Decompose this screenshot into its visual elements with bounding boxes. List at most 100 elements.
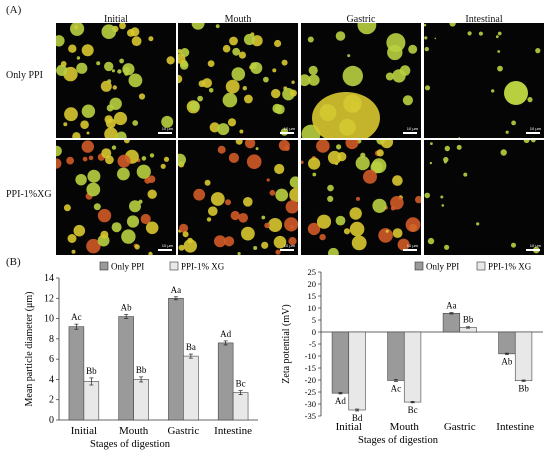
significance-label: Bb <box>518 383 529 393</box>
y-tick-label: -20 <box>305 375 316 385</box>
bar-only-ppi-mouth <box>118 316 134 421</box>
panel-b-label: (B) <box>6 256 21 268</box>
panel-a-label: (A) <box>6 4 22 16</box>
legend-label-0: Only PPI <box>426 262 459 272</box>
bar-ppi-xg-intestine <box>514 331 533 382</box>
y-tick-label: 25 <box>308 267 317 277</box>
y-tick-label: 0 <box>312 327 316 337</box>
scale-bar-label: 10 µm <box>529 126 541 131</box>
legend-swatch-1 <box>169 261 179 271</box>
bar-only-ppi-mouth <box>387 331 405 381</box>
micrograph-ppi-xg-initial: 10 µm <box>56 140 176 255</box>
scale-bar <box>158 132 172 134</box>
significance-label: Bb <box>463 315 474 325</box>
significance-label: Bb <box>136 365 147 375</box>
bar-only-ppi-initial <box>331 331 350 394</box>
scale-bar <box>403 249 417 251</box>
col-label-gastric: Gastric <box>346 14 376 25</box>
significance-label: Ad <box>335 396 346 406</box>
micrograph-only-ppi-gastric: 10 µm <box>301 23 421 138</box>
scale-bar-label: 10 µm <box>283 243 295 248</box>
scale-bar <box>403 132 417 134</box>
significance-label: Bd <box>352 413 363 423</box>
scale-bar <box>280 249 294 251</box>
legend-swatch-1 <box>476 261 486 271</box>
y-tick-label: -10 <box>305 351 316 361</box>
zeta-potential-chart: Only PPI PPI-1% XG -35 -30 -25 -20 -15 -10 -5 0 5 1… <box>281 261 543 446</box>
x-tick-label: Gastric <box>444 421 476 433</box>
micrograph-only-ppi-mouth: 10 µm <box>178 23 298 138</box>
bar-ppi-xg-mouth <box>403 331 422 403</box>
y-tick-label: -15 <box>305 363 316 373</box>
bar-ppi-xg-gastric <box>183 355 199 421</box>
col-label-intestinal: Intestinal <box>465 14 503 25</box>
legend-label-0: Only PPI <box>111 262 144 272</box>
significance-label: Bc <box>236 379 246 389</box>
y-tick-label: 14 <box>44 273 54 284</box>
significance-label: Ad <box>220 329 231 339</box>
bar-ppi-xg-initial <box>83 381 100 421</box>
y-tick-label: 12 <box>44 293 54 304</box>
x-axis-label: Stages of digestion <box>90 439 171 450</box>
y-tick-label: 6 <box>49 354 54 365</box>
bar-only-ppi-gastric <box>168 297 184 421</box>
col-label-mouth: Mouth <box>224 14 252 25</box>
micrograph-ppi-xg-mouth: 10 µm <box>178 140 298 255</box>
y-tick-label: 0 <box>49 415 54 426</box>
significance-label: Ac <box>71 312 82 322</box>
scale-bar <box>526 132 540 134</box>
scale-bar-label: 10 µm <box>406 243 418 248</box>
y-tick-label: -30 <box>305 399 316 409</box>
scale-bar-label: 10 µm <box>161 243 173 248</box>
x-axis-label: Stages of digestion <box>358 435 439 446</box>
bar-ppi-xg-initial <box>348 331 366 411</box>
y-tick-label: 4 <box>49 374 54 385</box>
bar-only-ppi-gastric <box>442 312 461 333</box>
x-tick-label: Gastric <box>167 425 199 437</box>
y-axis-label: Mean particle diameter (μm) <box>24 291 35 406</box>
scale-bar-label: 10 µm <box>529 243 541 248</box>
x-tick-label: Intestine <box>496 421 534 433</box>
bar-only-ppi-initial <box>68 326 85 421</box>
row-label-ppi-xg: PPI-1%XG <box>6 189 52 200</box>
x-tick-label: Initial <box>336 421 362 433</box>
legend-swatch-0 <box>414 261 424 271</box>
y-tick-label: 10 <box>44 314 54 325</box>
x-tick-label: Mouth <box>119 425 149 437</box>
scale-bar <box>280 132 294 134</box>
legend-swatch-0 <box>99 261 109 271</box>
significance-label: Aa <box>171 285 182 295</box>
significance-label: Bc <box>408 405 418 415</box>
y-tick-label: 15 <box>308 291 317 301</box>
row-label-only-ppi: Only PPI <box>6 70 43 81</box>
significance-label: Ab <box>501 357 512 367</box>
y-tick-label: -35 <box>305 411 316 421</box>
mean-particle-diameter-chart: Only PPI PPI-1% XG 0 2 4 6 8 10 12 14 Mean particl… <box>24 261 258 450</box>
bar-ppi-xg-intestine <box>232 392 249 421</box>
bar-ppi-xg-mouth <box>133 379 149 421</box>
legend-label-1: PPI-1% XG <box>181 262 225 272</box>
x-tick-label: Initial <box>71 425 97 437</box>
scale-bar <box>526 249 540 251</box>
y-tick-label: -5 <box>309 339 316 349</box>
micrograph-ppi-xg-intestinal: 10 µm <box>424 140 544 255</box>
bar-only-ppi-intestine <box>217 342 234 421</box>
y-tick-label: 10 <box>308 303 317 313</box>
scale-bar <box>158 249 172 251</box>
x-tick-label: Mouth <box>390 421 420 433</box>
col-label-initial: Initial <box>104 14 128 25</box>
x-tick-label: Intestine <box>214 425 252 437</box>
micrograph-only-ppi-intestinal: 10 µm <box>424 23 544 138</box>
y-axis-label: Zeta potential (mV) <box>281 304 292 383</box>
significance-label: Ab <box>121 303 132 313</box>
micrograph-ppi-xg-gastric: 10 µm <box>301 140 421 255</box>
y-tick-label: 20 <box>308 279 317 289</box>
significance-label: Aa <box>446 301 457 311</box>
y-tick-label: 2 <box>49 395 54 406</box>
y-tick-label: 5 <box>312 315 316 325</box>
scale-bar-label: 10 µm <box>283 126 295 131</box>
micrograph-only-ppi-initial: 10 µm <box>56 23 176 138</box>
y-tick-label: -25 <box>305 387 316 397</box>
y-tick-label: 8 <box>49 334 54 345</box>
bar-only-ppi-intestine <box>498 331 516 355</box>
